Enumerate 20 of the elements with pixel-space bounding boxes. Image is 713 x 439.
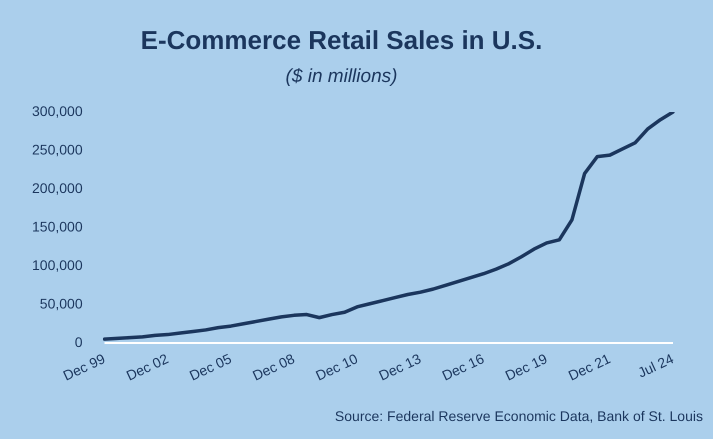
x-tick-label: Dec 02 bbox=[124, 350, 171, 384]
x-tick-label: Dec 08 bbox=[250, 350, 298, 384]
y-tick-label: 150,000 bbox=[32, 218, 83, 234]
x-tick-label: Dec 19 bbox=[502, 350, 550, 384]
chart-subtitle: ($ in millions) bbox=[286, 66, 398, 87]
chart-title: E-Commerce Retail Sales in U.S. bbox=[140, 24, 542, 55]
y-tick-label: 50,000 bbox=[40, 295, 83, 312]
x-tick-label: Dec 13 bbox=[376, 350, 424, 384]
source-note: Source: Federal Reserve Economic Data, Bank of St. Louis bbox=[334, 408, 703, 424]
y-tick-label: 250,000 bbox=[32, 141, 83, 158]
y-tick-label: 0 bbox=[74, 334, 83, 350]
x-tick-label: Dec 16 bbox=[439, 350, 487, 384]
x-tick-label: Dec 05 bbox=[186, 350, 234, 384]
y-tick-label: 100,000 bbox=[32, 256, 83, 273]
x-tick-label: Dec 10 bbox=[313, 350, 360, 384]
y-tick-label: 300,000 bbox=[32, 102, 83, 119]
x-tick-label: Dec 21 bbox=[566, 350, 613, 384]
x-tick-label: Jul 24 bbox=[635, 350, 676, 381]
x-tick-label: Dec 99 bbox=[60, 350, 108, 384]
y-tick-label: 200,000 bbox=[32, 180, 83, 196]
